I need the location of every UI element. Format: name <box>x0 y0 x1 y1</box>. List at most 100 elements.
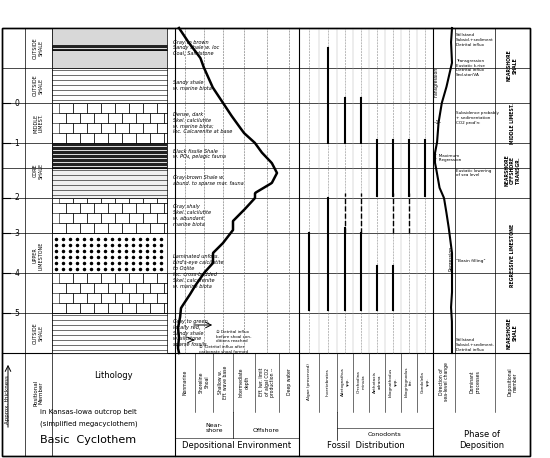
Bar <box>73 103 87 113</box>
Bar <box>73 213 87 223</box>
Text: Subsidence probably
+ sedimentation
CO2 prod'n:: Subsidence probably + sedimentation CO2 … <box>456 111 499 125</box>
Bar <box>115 213 129 223</box>
Bar <box>80 223 94 233</box>
Text: Idiogriognodus
fer.: Idiogriognodus fer. <box>405 367 413 397</box>
Bar <box>73 198 87 203</box>
Text: Depositional
member: Depositional member <box>507 368 518 396</box>
Text: Orrchodina
minuta: Orrchodina minuta <box>357 371 365 393</box>
Bar <box>59 123 73 133</box>
Bar <box>115 273 129 283</box>
Bar <box>129 293 143 303</box>
Bar <box>150 133 164 143</box>
Bar <box>122 303 136 313</box>
Bar <box>143 273 157 283</box>
Text: (simplified megacyclothem): (simplified megacyclothem) <box>40 421 138 427</box>
Bar <box>101 293 115 303</box>
Bar <box>52 313 167 353</box>
Text: Lithology: Lithology <box>94 371 133 380</box>
Bar <box>108 303 122 313</box>
Bar <box>164 223 167 233</box>
Text: ② Detrital influx
before shoal con-
ditions reached: ② Detrital influx before shoal con- diti… <box>216 330 251 343</box>
Bar <box>108 133 122 143</box>
Text: 4: 4 <box>14 268 19 278</box>
Bar <box>80 303 94 313</box>
Text: "Basin filling": "Basin filling" <box>456 259 486 263</box>
Text: Gondolella
spp.: Gondolella spp. <box>421 371 430 393</box>
Bar <box>122 113 136 123</box>
Bar <box>108 223 122 233</box>
Bar <box>80 133 94 143</box>
Text: NEARSHORE
SHALE: NEARSHORE SHALE <box>507 49 518 82</box>
Bar <box>164 133 167 143</box>
Text: Basic  Cyclothem: Basic Cyclothem <box>41 435 136 445</box>
Text: 0: 0 <box>14 98 19 108</box>
Bar <box>108 203 122 213</box>
Bar <box>136 203 150 213</box>
Bar <box>52 68 167 103</box>
Text: Conodonts: Conodonts <box>368 431 402 436</box>
Text: Algae (preserved): Algae (preserved) <box>307 364 311 400</box>
Bar <box>87 273 101 283</box>
Bar <box>94 203 108 213</box>
Bar <box>136 283 150 293</box>
Text: Depositional Environment: Depositional Environment <box>183 442 292 451</box>
Bar <box>94 223 108 233</box>
Text: Transgression: Transgression <box>434 67 439 98</box>
Bar <box>136 223 150 233</box>
Bar <box>115 123 129 133</box>
Text: Regression: Regression <box>449 245 454 271</box>
Bar <box>150 303 164 313</box>
Text: NEARSHORE
OFFSHORE
TRANSGR.: NEARSHORE OFFSHORE TRANSGR. <box>504 155 521 186</box>
Bar <box>129 123 143 133</box>
Bar <box>122 283 136 293</box>
Bar <box>136 133 150 143</box>
Bar <box>66 203 80 213</box>
Bar <box>108 283 122 293</box>
Bar <box>136 113 150 123</box>
Bar <box>87 213 101 223</box>
Bar <box>143 213 157 223</box>
Text: Eustatic lowering
of sea level: Eustatic lowering of sea level <box>456 169 491 177</box>
Bar <box>52 303 66 313</box>
Bar <box>143 123 157 133</box>
Bar <box>80 283 94 293</box>
Text: Gray to brown
Sandy shale w. loc
Coal, Sandstone: Gray to brown Sandy shale w. loc Coal, S… <box>173 40 219 56</box>
Bar <box>87 123 101 133</box>
Text: Laminated unfoss.
bird's-eye calcilutite
to Oolite
loc. cross-bedded
Skel. calca: Laminated unfoss. bird's-eye calcilutite… <box>173 255 224 289</box>
Bar <box>52 45 167 50</box>
Text: Intermediate
depth: Intermediate depth <box>239 367 249 397</box>
Bar <box>129 198 143 203</box>
Text: Nonmarine: Nonmarine <box>183 369 188 395</box>
Bar <box>143 198 157 203</box>
Text: Stillstand
Subsid.+sediment
Detrital influx: Stillstand Subsid.+sediment Detrital inf… <box>456 33 494 47</box>
Bar <box>87 198 101 203</box>
Text: Approx. thickness: Approx. thickness <box>6 376 10 425</box>
Text: Transgression
Eustatic k.rise
Detrital influx
Sed.stor/VA: Transgression Eustatic k.rise Detrital i… <box>456 59 485 77</box>
Bar <box>80 113 94 123</box>
Bar <box>115 103 129 113</box>
Bar <box>101 103 115 113</box>
Bar <box>150 283 164 293</box>
Text: 3: 3 <box>14 229 19 238</box>
Bar <box>122 223 136 233</box>
Text: –1–: –1– <box>434 120 442 125</box>
Bar <box>157 198 167 203</box>
Bar <box>87 293 101 303</box>
Bar <box>122 133 136 143</box>
Bar <box>150 223 164 233</box>
Text: Invertebrates: Invertebrates <box>326 368 330 396</box>
Bar <box>150 113 164 123</box>
Text: 2: 2 <box>15 193 19 202</box>
Text: Gray shaly
Skel. calcilutite
w. abundant
marine biota: Gray shaly Skel. calcilutite w. abundant… <box>173 204 211 227</box>
Text: 1: 1 <box>15 138 19 147</box>
Text: ①  Detrital influx after
carbonate shoal formed: ① Detrital influx after carbonate shoal … <box>199 345 248 354</box>
Bar <box>52 103 167 143</box>
Bar <box>66 223 80 233</box>
Bar <box>52 28 167 45</box>
Bar <box>157 273 167 283</box>
Bar <box>52 113 66 123</box>
Bar <box>108 113 122 123</box>
Text: Offshore: Offshore <box>252 427 279 432</box>
Bar <box>52 50 167 68</box>
Bar <box>52 233 167 273</box>
